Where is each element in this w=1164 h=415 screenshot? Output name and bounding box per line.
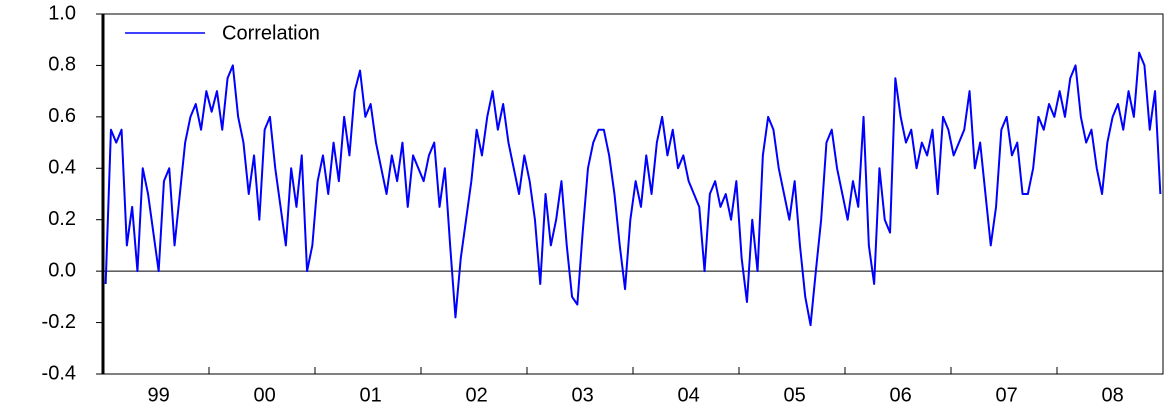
y-tick-label: 0.8 xyxy=(48,54,76,76)
x-tick-label: 06 xyxy=(890,384,912,406)
y-tick-label: 0.6 xyxy=(48,105,76,127)
x-tick-label: 00 xyxy=(254,384,276,406)
x-tick-label: 07 xyxy=(996,384,1018,406)
y-tick-label: -0.2 xyxy=(42,311,76,333)
x-tick-label: 03 xyxy=(572,384,594,406)
x-tick-label: 04 xyxy=(678,384,700,406)
x-tick-label: 99 xyxy=(148,384,170,406)
x-tick-label: 08 xyxy=(1102,384,1124,406)
x-tick-label: 01 xyxy=(360,384,382,406)
y-tick-label: 0.0 xyxy=(48,259,76,281)
y-tick-label: 0.2 xyxy=(48,208,76,230)
y-tick-label: 1.0 xyxy=(48,2,76,24)
series-line xyxy=(104,51,1162,327)
legend-label: Correlation xyxy=(222,22,320,44)
x-tick-label: 05 xyxy=(784,384,806,406)
y-tick-label: -0.4 xyxy=(42,362,76,384)
y-tick-label: 0.4 xyxy=(48,157,76,179)
x-tick-label: 02 xyxy=(466,384,488,406)
